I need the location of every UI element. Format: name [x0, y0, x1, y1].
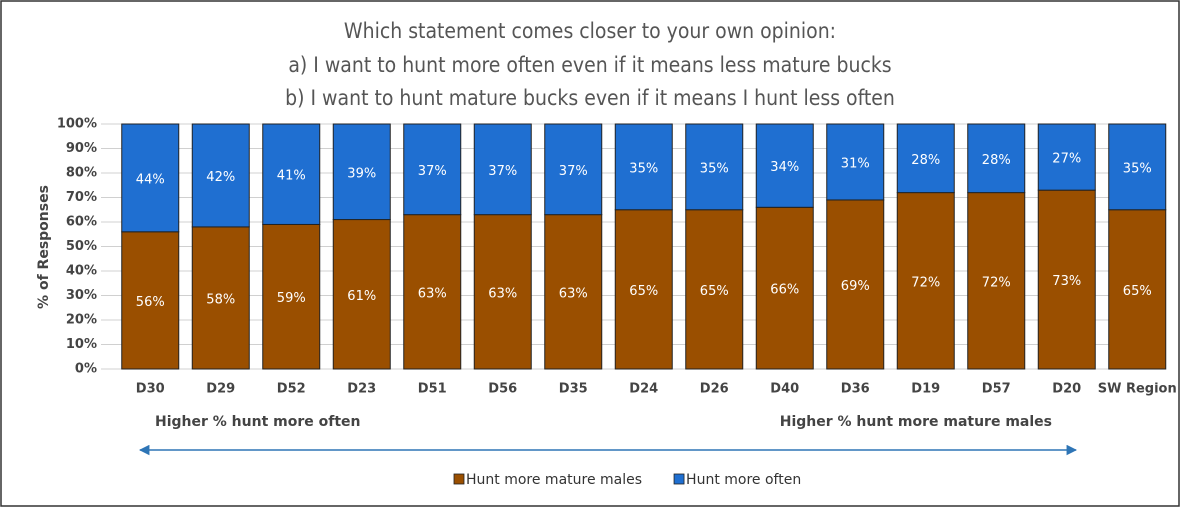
x-tick-label: D29: [206, 382, 235, 397]
data-label: 28%: [982, 153, 1011, 168]
x-tick-label: D40: [770, 382, 799, 397]
data-label: 28%: [911, 153, 940, 168]
bar-segment: [614, 123, 673, 211]
y-tick-label: 90%: [66, 141, 97, 156]
data-label: 65%: [700, 284, 729, 299]
bar-segment: [826, 123, 885, 201]
bar-segment: [332, 123, 391, 221]
bar-segment: [473, 123, 532, 216]
data-label: 35%: [1123, 161, 1152, 176]
data-label: 34%: [770, 160, 799, 175]
annotation: Higher % hunt more mature males: [780, 414, 1052, 430]
y-tick-label: 100%: [57, 117, 97, 132]
chart-title: a) I want to hunt more often even if it …: [288, 53, 891, 77]
y-tick-label: 0%: [75, 362, 97, 377]
bar-segment: [544, 214, 603, 370]
data-label: 73%: [1052, 274, 1081, 289]
data-label: 66%: [770, 283, 799, 298]
y-tick-label: 10%: [66, 337, 97, 352]
data-label: 63%: [488, 286, 517, 301]
data-label: 31%: [841, 156, 870, 171]
data-label: 39%: [347, 166, 376, 181]
bar-segment: [755, 123, 814, 208]
y-tick-label: 80%: [66, 166, 97, 181]
data-label: 61%: [347, 289, 376, 304]
bar-segment: [896, 192, 955, 370]
data-label: 44%: [136, 172, 165, 187]
x-tick-label: D35: [559, 382, 588, 397]
legend-swatch: [673, 473, 685, 485]
x-tick-label: SW Region: [1098, 382, 1177, 397]
bar-segment: [1108, 209, 1167, 370]
data-label: 59%: [277, 291, 306, 306]
bar-segment: [262, 223, 321, 370]
bar-segment: [1037, 123, 1096, 191]
x-tick-label: D36: [841, 382, 870, 397]
data-label: 65%: [1123, 284, 1152, 299]
y-tick-label: 50%: [66, 239, 97, 254]
legend-swatch: [453, 473, 465, 485]
x-tick-label: D20: [1052, 382, 1081, 397]
data-label: 56%: [136, 295, 165, 310]
data-label: 42%: [206, 170, 235, 185]
data-label: 27%: [1052, 152, 1081, 167]
bar-segment: [755, 206, 814, 370]
x-tick-label: D52: [277, 382, 306, 397]
data-label: 37%: [559, 164, 588, 179]
x-tick-label: D24: [629, 382, 658, 397]
chart-title: b) I want to hunt mature bucks even if i…: [285, 86, 895, 110]
x-tick-label: D51: [418, 382, 447, 397]
data-label: 63%: [559, 286, 588, 301]
bar-segment: [403, 123, 462, 216]
data-label: 41%: [277, 169, 306, 184]
data-label: 35%: [629, 161, 658, 176]
bar-segment: [121, 123, 180, 233]
bar-segment: [191, 123, 250, 228]
data-label: 72%: [911, 275, 940, 290]
bar-segment: [967, 192, 1026, 370]
bar-segment: [826, 199, 885, 370]
annotation: Higher % hunt more often: [155, 414, 361, 430]
y-tick-label: 30%: [66, 288, 97, 303]
legend-label: Hunt more mature males: [466, 472, 642, 488]
data-label: 69%: [841, 279, 870, 294]
data-label: 72%: [982, 275, 1011, 290]
y-tick-label: 20%: [66, 313, 97, 328]
y-tick-label: 40%: [66, 264, 97, 279]
x-tick-label: D26: [700, 382, 729, 397]
data-label: 37%: [488, 164, 517, 179]
data-label: 35%: [700, 161, 729, 176]
bar-segment: [262, 123, 321, 225]
bar-segment: [1108, 123, 1167, 211]
bar-segment: [685, 123, 744, 211]
bar-segment: [896, 123, 955, 194]
y-axis-label: % of Responses: [36, 185, 52, 309]
y-tick-label: 70%: [66, 190, 97, 205]
x-tick-label: D30: [136, 382, 165, 397]
bar-segment: [1037, 189, 1096, 370]
bar-segment: [473, 214, 532, 370]
bar-segment: [403, 214, 462, 370]
bar-segment: [967, 123, 1026, 194]
x-tick-label: D23: [347, 382, 376, 397]
bar-segment: [614, 209, 673, 370]
legend-label: Hunt more often: [686, 472, 801, 488]
data-label: 63%: [418, 286, 447, 301]
y-tick-label: 60%: [66, 215, 97, 230]
bar-segment: [685, 209, 744, 370]
x-tick-label: D19: [911, 382, 940, 397]
data-label: 65%: [629, 284, 658, 299]
x-tick-label: D57: [982, 382, 1011, 397]
x-tick-label: D56: [488, 382, 517, 397]
data-label: 58%: [206, 292, 235, 307]
bar-segment: [332, 219, 391, 370]
bar-segment: [544, 123, 603, 216]
data-label: 37%: [418, 164, 447, 179]
chart-title: Which statement comes closer to your own…: [344, 19, 836, 43]
